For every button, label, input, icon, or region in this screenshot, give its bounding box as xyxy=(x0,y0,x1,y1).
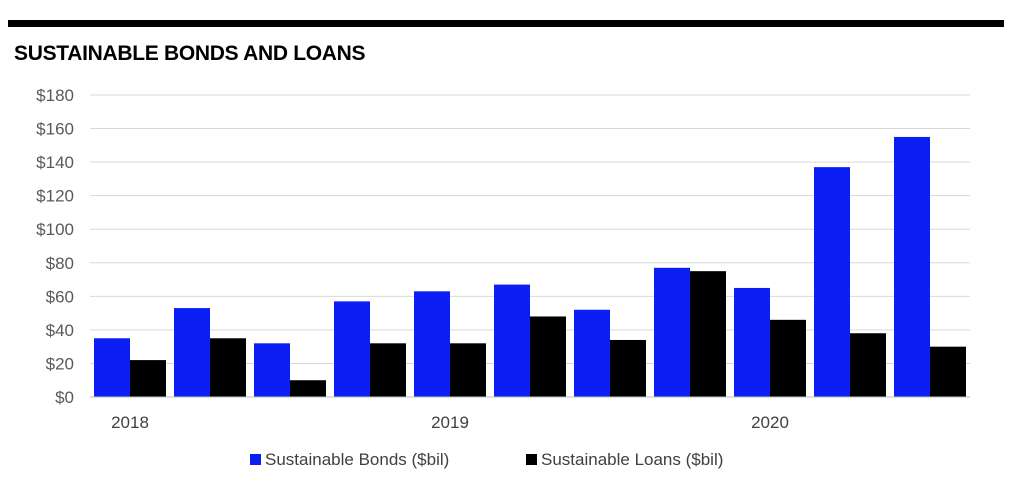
bar-sustainable-loans xyxy=(210,338,246,397)
bar-sustainable-bonds xyxy=(94,338,130,397)
bar-sustainable-bonds xyxy=(254,343,290,397)
bar-sustainable-bonds xyxy=(174,308,210,397)
legend: Sustainable Bonds ($bil) Sustainable Loan… xyxy=(250,450,723,469)
top-rule xyxy=(8,20,1004,27)
x-group-label: 2019 xyxy=(431,413,469,432)
y-axis-ticks: $0 $20 $40 $60 $80 $100 $120 $140 $160 $180 xyxy=(36,86,74,407)
bar-sustainable-loans xyxy=(450,343,486,397)
bar-sustainable-loans xyxy=(850,333,886,397)
x-axis-labels: 2018 2019 2020 xyxy=(111,413,789,432)
bar-sustainable-bonds xyxy=(334,301,370,397)
y-tick-label: $140 xyxy=(36,153,74,172)
bar-sustainable-bonds xyxy=(574,309,610,397)
bar-sustainable-bonds xyxy=(414,291,450,397)
bar-sustainable-bonds xyxy=(654,267,690,397)
bar-sustainable-loans xyxy=(610,339,646,397)
bar-sustainable-bonds xyxy=(494,284,530,397)
x-group-label: 2018 xyxy=(111,413,149,432)
bar-sustainable-loans xyxy=(130,360,166,397)
y-tick-label: $40 xyxy=(46,321,74,340)
y-tick-label: $180 xyxy=(36,86,74,105)
bar-sustainable-loans xyxy=(370,343,406,397)
y-tick-label: $20 xyxy=(46,354,74,373)
bar-sustainable-loans xyxy=(930,346,966,397)
legend-label: Sustainable Loans ($bil) xyxy=(541,450,723,469)
y-tick-label: $160 xyxy=(36,120,74,139)
y-tick-label: $80 xyxy=(46,254,74,273)
y-tick-label: $0 xyxy=(55,388,74,407)
legend-label: Sustainable Bonds ($bil) xyxy=(265,450,449,469)
y-tick-label: $120 xyxy=(36,187,74,206)
bar-sustainable-bonds xyxy=(814,167,850,397)
bar-sustainable-bonds xyxy=(894,136,930,397)
x-group-label: 2020 xyxy=(751,413,789,432)
legend-swatch xyxy=(526,454,537,465)
bars xyxy=(94,136,966,397)
bar-sustainable-loans xyxy=(530,316,566,397)
bar-sustainable-loans xyxy=(290,380,326,397)
legend-swatch xyxy=(250,454,261,465)
y-tick-label: $100 xyxy=(36,220,74,239)
bar-sustainable-loans xyxy=(770,319,806,397)
y-tick-label: $60 xyxy=(46,287,74,306)
bar-sustainable-loans xyxy=(690,271,726,397)
chart-title: SUSTAINABLE BONDS AND LOANS xyxy=(14,42,366,65)
bar-sustainable-bonds xyxy=(734,287,770,397)
